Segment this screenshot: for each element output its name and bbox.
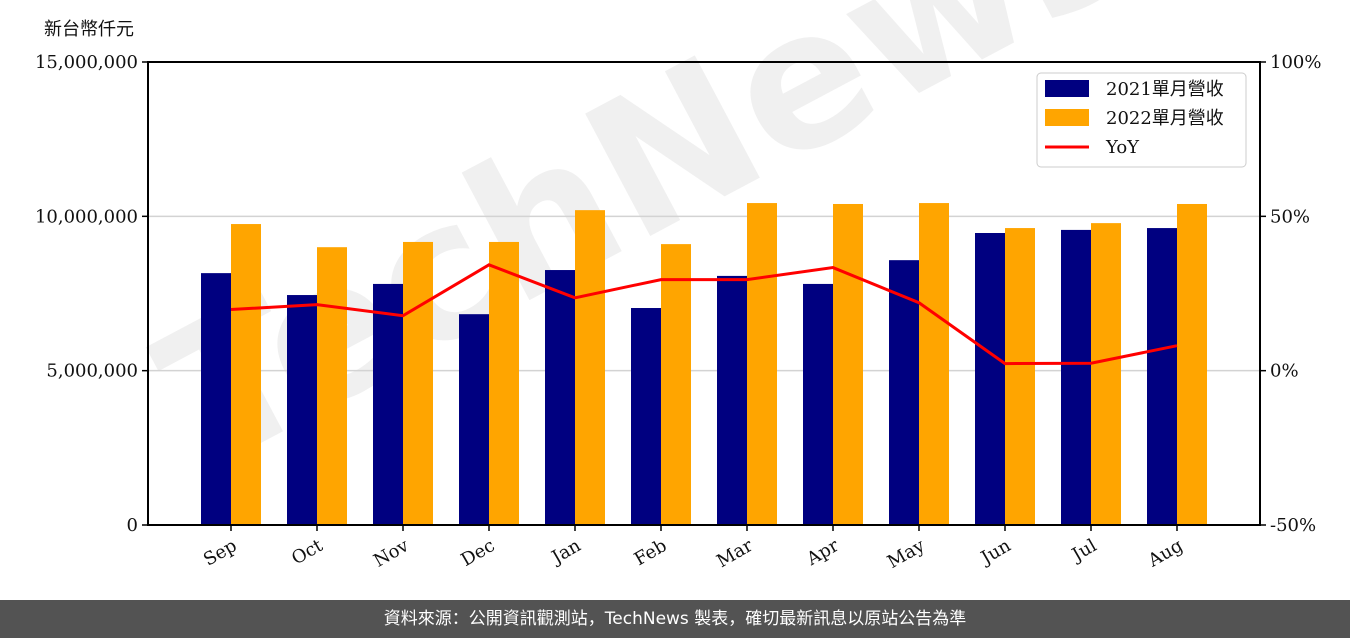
legend-label: 2022單月營收: [1106, 108, 1224, 129]
x-tick-label: Sep: [200, 535, 240, 570]
y-axis-unit-label: 新台幣仟元: [44, 19, 134, 40]
bar-2021: [201, 273, 231, 525]
y-tick-label: 15,000,000: [35, 52, 138, 73]
bar-2022: [1177, 203, 1207, 525]
bar-2021: [717, 275, 747, 525]
bar-2021: [373, 283, 403, 525]
x-tick-label: Jun: [976, 535, 1015, 570]
legend-label: 2021單月營收: [1106, 79, 1224, 100]
bar-2021: [631, 308, 661, 525]
x-tick-label: Dec: [457, 535, 498, 571]
bar-2022: [661, 244, 691, 525]
x-tick-label: Feb: [631, 535, 671, 570]
bar-2022: [1005, 228, 1035, 525]
bar-2021: [459, 314, 489, 525]
bar-2022: [489, 241, 519, 525]
bar-2022: [747, 203, 777, 525]
x-tick-label: Jan: [547, 535, 585, 569]
bar-2022: [317, 247, 347, 525]
x-tick-label: Apr: [802, 535, 842, 570]
bar-2021: [287, 295, 317, 525]
x-tick-label: Oct: [288, 535, 327, 570]
bar-2022: [1091, 223, 1121, 525]
x-tick-label: Jul: [1067, 535, 1101, 567]
bar-2021: [975, 233, 1005, 525]
x-tick-label: Nov: [370, 535, 413, 572]
yoy-line: [230, 263, 1178, 366]
legend-swatch: [1045, 80, 1089, 97]
x-tick-label: May: [884, 535, 929, 573]
x-tick-label: Aug: [1144, 535, 1187, 572]
legend-swatch: [1045, 109, 1089, 126]
y2-tick-label: 0%: [1270, 361, 1299, 382]
legend-label: YoY: [1105, 137, 1140, 158]
bar-2022: [575, 210, 605, 525]
bar-2021: [545, 270, 575, 525]
bar-2022: [403, 241, 433, 525]
x-tick-label: Mar: [713, 535, 757, 572]
legend-box: [1036, 72, 1247, 168]
bar-2021: [1147, 228, 1177, 525]
y-tick-label: 0: [127, 515, 138, 536]
y-tick-label: 10,000,000: [35, 206, 138, 227]
bar-2021: [1061, 229, 1091, 525]
y2-tick-label: 50%: [1270, 206, 1310, 227]
bar-2022: [231, 224, 261, 526]
y2-tick-label: -50%: [1270, 515, 1316, 536]
bar-2022: [919, 203, 949, 525]
bar-2021: [803, 283, 833, 525]
revenue-chart: TechNews05,000,00010,000,00015,000,000-5…: [35, 0, 1322, 573]
bar-2022: [833, 203, 863, 525]
bar-2021: [889, 260, 919, 525]
y2-tick-label: 100%: [1270, 52, 1321, 73]
y-tick-label: 5,000,000: [46, 361, 138, 382]
plot-frame: [147, 61, 1261, 526]
source-footer: 資料來源：公開資訊觀測站，TechNews 製表，確切最新訊息以原站公告為準: [0, 600, 1350, 638]
